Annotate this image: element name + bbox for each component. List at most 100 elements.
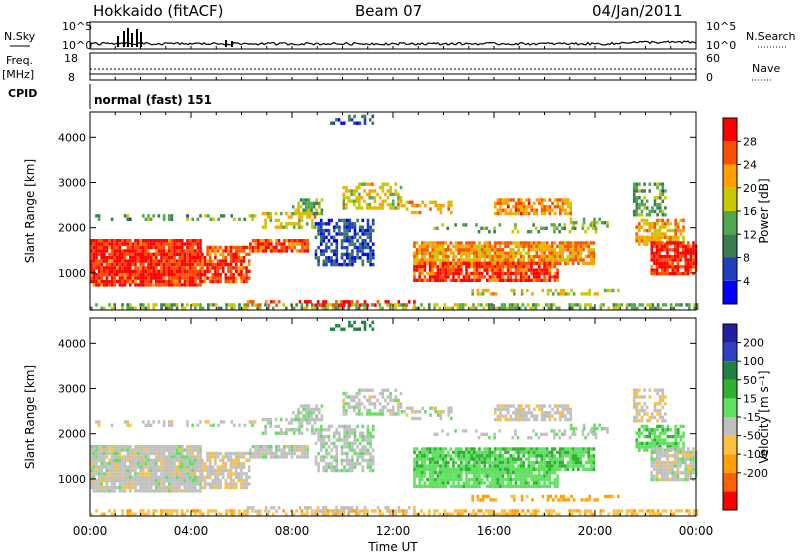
colorbar-tick-label: -200 (743, 467, 768, 480)
colorbar-swatch (723, 234, 737, 258)
colorbar-swatch (723, 472, 737, 492)
time-tick-label: 16:00 (477, 524, 512, 538)
range-tick-label: 2000 (58, 222, 86, 235)
velocity-heatmap (90, 320, 699, 516)
echo-region-velocity (329, 320, 375, 331)
range-tick-label: 1000 (58, 267, 86, 280)
time-tick-label: 08:00 (275, 524, 310, 538)
echo-region-power (292, 198, 324, 216)
colorbar-tick-label: 28 (743, 135, 757, 148)
echo-region-power (90, 303, 699, 310)
colorbar-tick-label: -50 (743, 430, 761, 443)
freq-tick-top: 18 (64, 52, 78, 65)
beam-title: Beam 07 (355, 2, 422, 20)
noise-tick-bottom-right: 10^0 (706, 39, 736, 52)
echo-region-power (201, 245, 251, 284)
colorbar-tick-label: 8 (743, 252, 750, 265)
echo-region-power (433, 223, 598, 234)
echo-region-power (90, 239, 202, 287)
echo-region-power (246, 300, 416, 307)
echo-region-power (471, 288, 620, 296)
echo-region-power (261, 211, 317, 229)
range-tick-label: 3000 (58, 383, 86, 396)
range-tick-label: 3000 (58, 177, 86, 190)
time-axis-label: Time UT (367, 540, 418, 554)
colorbar-swatch (723, 141, 737, 165)
colorbar-swatch (723, 211, 737, 235)
colorbar-tick-label: 50 (743, 374, 757, 387)
echo-region-velocity (292, 404, 324, 422)
echo-region-power (95, 214, 257, 221)
cpid-label: CPID (8, 87, 37, 100)
freq-strip-frame (89, 52, 697, 81)
range-tick-label: 4000 (58, 337, 86, 350)
colorbar-swatch (723, 164, 737, 188)
freq-label: Freq. (6, 54, 33, 67)
power-colorbar-label: Power [dB] (757, 178, 771, 243)
echo-region-velocity (433, 429, 598, 440)
nave-label: Nave (752, 62, 780, 75)
echo-region-power (650, 241, 698, 276)
echo-region-velocity (90, 445, 202, 493)
echo-region-velocity (400, 406, 453, 421)
nave-tick-bottom: 0 (706, 71, 713, 84)
nsky-trace (89, 40, 697, 46)
range-tick-label: 1000 (58, 473, 86, 486)
time-tick-label: 20:00 (578, 524, 613, 538)
echo-region-power (413, 241, 596, 266)
power-heatmap (90, 114, 699, 310)
noise-tick-bottom-left: 10^0 (62, 39, 92, 52)
echo-region-power (249, 239, 309, 253)
colorbar-swatch (723, 280, 737, 304)
nsky-label: N.Sky (4, 30, 36, 43)
echo-region-velocity (569, 423, 609, 434)
colorbar-swatch (723, 454, 737, 473)
time-tick-label: 04:00 (174, 524, 209, 538)
velocity-colorbar-label: Velocity [m s⁻¹] (757, 370, 771, 463)
colorbar-swatch (723, 417, 737, 436)
power-colorbar: 28 24 20 16 12 8 4 (722, 117, 757, 305)
echo-region-velocity (261, 417, 317, 435)
colorbar-swatch (723, 324, 737, 343)
echo-region-power (314, 218, 375, 267)
echo-region-power (494, 198, 572, 216)
range-tick-label: 4000 (58, 131, 86, 144)
echo-region-velocity (314, 424, 375, 473)
date-title: 04/Jan/2011 (592, 2, 683, 20)
time-axis: 00:00 04:00 08:00 12:00 16:00 20:00 00:00 (73, 524, 714, 538)
power-ylabel: Slant Range [km] (23, 159, 37, 263)
colorbar-tick-label: 24 (743, 159, 757, 172)
echo-region-power (329, 114, 375, 125)
colorbar-swatch (723, 342, 737, 362)
echo-region-velocity (90, 509, 699, 516)
echo-region-velocity (650, 447, 698, 482)
echo-region-velocity (201, 451, 251, 490)
colorbar-swatch (723, 435, 737, 455)
time-tick-label: 00:00 (73, 524, 108, 538)
colorbar-tick-label: 12 (743, 228, 757, 241)
echo-region-velocity (246, 506, 416, 513)
echo-region-power (413, 261, 559, 282)
echo-region-velocity (632, 388, 667, 423)
colorbar-swatch (723, 398, 737, 417)
nave-tick-top: 60 (706, 52, 720, 65)
velocity-ylabel: Slant Range [km] (23, 365, 37, 469)
velocity-axes: 1000 2000 3000 4000 (58, 318, 697, 516)
freq-unit: [MHz] (2, 68, 34, 81)
colorbar-tick-label: 15 (743, 392, 757, 405)
power-axes: 1000 2000 3000 4000 (58, 112, 697, 310)
colorbar-swatch (723, 187, 737, 211)
colorbar-tick-label: 200 (743, 337, 764, 350)
noise-tick-top-right: 10^5 (706, 20, 736, 33)
echo-region-power (635, 218, 685, 246)
colorbar-tick-label: -15 (743, 411, 761, 424)
echo-region-power (569, 217, 609, 228)
cpid-value: normal (fast) 151 (94, 93, 212, 107)
colorbar-swatch (723, 257, 737, 281)
colorbar-swatch (723, 118, 737, 142)
nsearch-label: N.Search (746, 30, 796, 43)
echo-region-velocity (95, 420, 257, 427)
time-tick-label: 12:00 (376, 524, 411, 538)
echo-region-velocity (413, 467, 559, 488)
